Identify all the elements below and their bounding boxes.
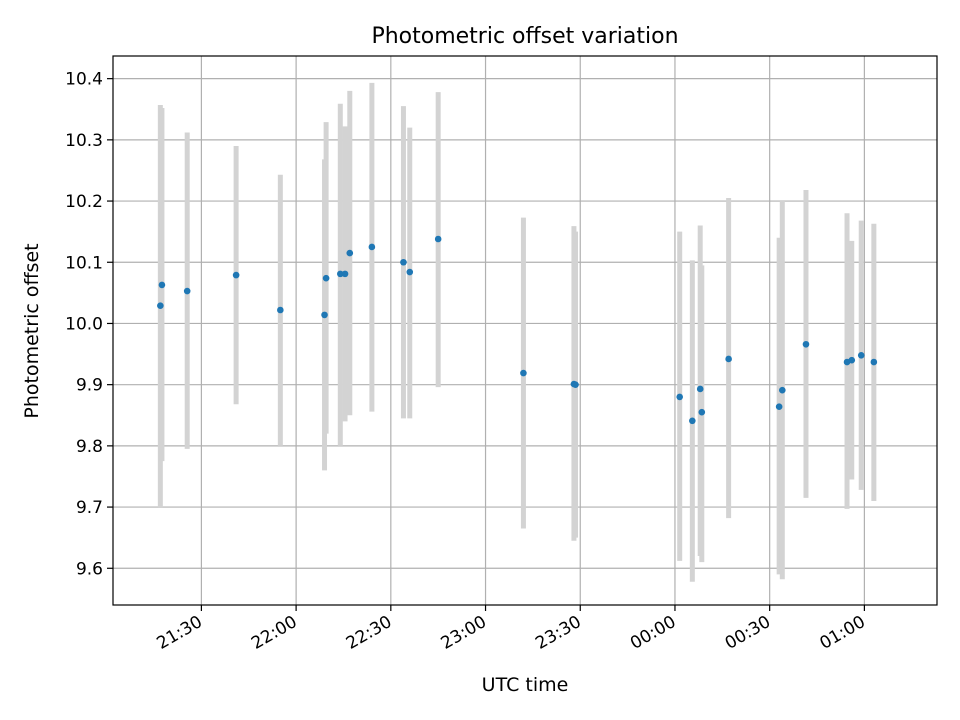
data-point bbox=[725, 355, 732, 363]
data-point bbox=[322, 274, 330, 282]
data-point bbox=[341, 270, 349, 278]
data-point bbox=[337, 270, 344, 278]
data-point bbox=[277, 306, 284, 314]
y-tick-label: 9.9 bbox=[76, 376, 103, 396]
data-point bbox=[157, 302, 164, 310]
data-point bbox=[400, 258, 407, 266]
data-point bbox=[848, 356, 856, 364]
y-tick-label: 9.8 bbox=[76, 437, 103, 457]
data-point bbox=[321, 311, 328, 319]
data-point bbox=[572, 381, 579, 388]
data-point bbox=[696, 385, 704, 393]
data-point bbox=[434, 235, 442, 243]
data-point bbox=[232, 271, 240, 279]
data-point bbox=[802, 340, 810, 348]
data-point bbox=[779, 386, 786, 394]
data-point bbox=[857, 351, 865, 359]
data-point bbox=[870, 358, 878, 366]
data-point bbox=[158, 281, 166, 289]
data-points bbox=[157, 235, 878, 425]
data-point bbox=[775, 403, 783, 410]
x-axis-label: UTC time bbox=[482, 674, 569, 696]
y-tick-label: 10.3 bbox=[65, 131, 103, 151]
chart-title: Photometric offset variation bbox=[371, 24, 678, 49]
y-tick-label: 10.2 bbox=[65, 192, 103, 212]
data-point bbox=[676, 393, 683, 401]
y-tick-label: 9.7 bbox=[76, 498, 103, 518]
data-point bbox=[368, 243, 376, 251]
y-tick-label: 10.4 bbox=[65, 70, 103, 90]
y-axis-ticks: 9.6 9.7 9.8 9.9 10.0 10.1 10.2 10.3 10.4 bbox=[65, 70, 113, 579]
data-point bbox=[183, 287, 191, 295]
data-point bbox=[698, 408, 706, 416]
data-point bbox=[406, 268, 414, 276]
y-tick-label: 10.0 bbox=[65, 314, 103, 334]
y-tick-label: 9.6 bbox=[76, 559, 103, 579]
y-axis-label: Photometric offset bbox=[21, 243, 43, 418]
data-point bbox=[346, 249, 354, 257]
data-point bbox=[520, 369, 527, 377]
axes-frame bbox=[112, 55, 938, 606]
y-tick-label: 10.1 bbox=[65, 253, 103, 273]
data-point bbox=[689, 417, 696, 425]
